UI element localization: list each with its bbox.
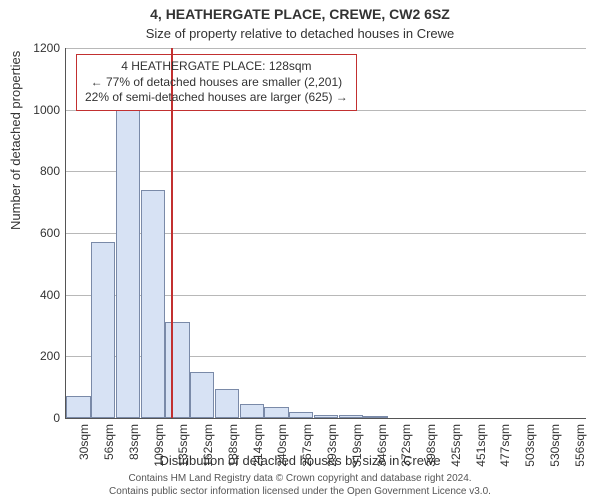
gridline-horizontal <box>66 171 586 172</box>
attribution-line1: Contains HM Land Registry data © Crown c… <box>128 473 471 484</box>
y-axis-label: Number of detached properties <box>8 51 23 230</box>
x-tick-label: 214sqm <box>251 424 265 474</box>
annotation-line3: 22% of semi-detached houses are larger (… <box>85 90 348 106</box>
histogram-bar <box>240 404 264 418</box>
histogram-bar <box>66 396 90 418</box>
histogram-bar <box>165 322 189 418</box>
x-tick-label: 319sqm <box>350 424 364 474</box>
histogram-bar <box>190 372 214 418</box>
x-tick-label: 372sqm <box>399 424 413 474</box>
x-tick-label: 56sqm <box>102 424 116 474</box>
x-tick-label: 477sqm <box>498 424 512 474</box>
histogram-bar <box>314 415 338 418</box>
x-tick-label: 135sqm <box>176 424 190 474</box>
x-tick-label: 109sqm <box>152 424 166 474</box>
x-tick-label: 162sqm <box>201 424 215 474</box>
x-tick-label: 398sqm <box>424 424 438 474</box>
histogram-bar <box>215 389 239 418</box>
attribution-line2: Contains public sector information licen… <box>109 486 491 497</box>
chart-container: 4, HEATHERGATE PLACE, CREWE, CW2 6SZ Siz… <box>0 0 600 500</box>
x-tick-label: 267sqm <box>300 424 314 474</box>
chart-title-line2: Size of property relative to detached ho… <box>0 26 600 41</box>
y-tick-label: 800 <box>30 164 60 178</box>
histogram-bar <box>289 412 313 418</box>
x-tick-label: 425sqm <box>449 424 463 474</box>
y-tick-label: 0 <box>30 411 60 425</box>
histogram-bar <box>363 416 387 418</box>
annotation-line1: 4 HEATHERGATE PLACE: 128sqm <box>85 59 348 75</box>
y-tick-label: 1000 <box>30 103 60 117</box>
annotation-box: 4 HEATHERGATE PLACE: 128sqm← 77% of deta… <box>76 54 357 111</box>
histogram-bar <box>91 242 115 418</box>
x-tick-label: 240sqm <box>275 424 289 474</box>
attribution-text: Contains HM Land Registry data © Crown c… <box>0 473 600 498</box>
plot-area: 4 HEATHERGATE PLACE: 128sqm← 77% of deta… <box>65 48 586 419</box>
histogram-bar <box>339 415 363 418</box>
annotation-line2: ← 77% of detached houses are smaller (2,… <box>85 75 348 91</box>
x-tick-label: 451sqm <box>474 424 488 474</box>
y-tick-label: 1200 <box>30 41 60 55</box>
histogram-bar <box>116 110 140 418</box>
histogram-bar <box>264 407 288 418</box>
x-tick-label: 346sqm <box>375 424 389 474</box>
y-tick-label: 600 <box>30 226 60 240</box>
histogram-bar <box>141 190 165 418</box>
x-tick-label: 503sqm <box>523 424 537 474</box>
gridline-horizontal <box>66 48 586 49</box>
y-tick-label: 200 <box>30 349 60 363</box>
x-tick-label: 83sqm <box>127 424 141 474</box>
x-tick-label: 30sqm <box>77 424 91 474</box>
x-tick-label: 188sqm <box>226 424 240 474</box>
x-tick-label: 530sqm <box>548 424 562 474</box>
chart-title-line1: 4, HEATHERGATE PLACE, CREWE, CW2 6SZ <box>0 6 600 22</box>
x-tick-label: 293sqm <box>325 424 339 474</box>
x-tick-label: 556sqm <box>573 424 587 474</box>
y-tick-label: 400 <box>30 288 60 302</box>
